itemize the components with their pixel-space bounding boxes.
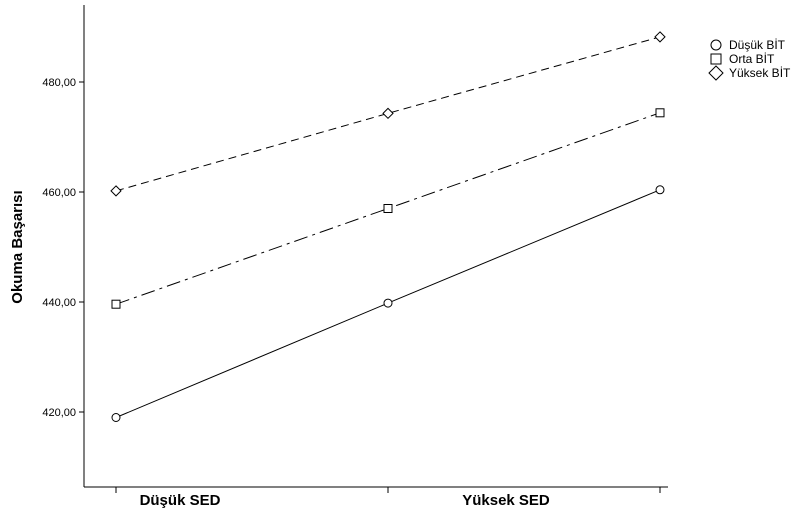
legend-marker-diamond: [708, 65, 724, 81]
data-point: [655, 185, 665, 195]
axes: 420,00 440,00 460,00 480,00 Düşük SED Yüksek …: [42, 5, 668, 509]
data-point: [111, 299, 121, 309]
series-line: [115, 112, 661, 305]
data-point: [111, 413, 121, 422]
series-line: [115, 36, 661, 192]
legend-marker-circle: [710, 39, 722, 51]
data-point: [655, 108, 665, 118]
legend-label: Yüksek BİT: [729, 66, 791, 80]
series-circle: [111, 185, 665, 422]
data-point: [654, 31, 666, 43]
data-point: [383, 298, 393, 308]
x-category-label: Yüksek SED: [462, 492, 550, 509]
legend-item: Orta BİT: [710, 52, 775, 66]
y-tick-label: 440,00: [42, 297, 76, 309]
y-tick-label: 420,00: [42, 407, 76, 419]
legend-marker-square: [710, 53, 722, 65]
y-tick-label: 480,00: [42, 77, 76, 89]
data-point: [382, 107, 394, 120]
series-layer: [110, 31, 666, 422]
series-square: [111, 108, 665, 309]
legend-label: Düşük BİT: [729, 38, 786, 52]
legend-label: Orta BİT: [729, 52, 775, 66]
y-tick-label: 460,00: [42, 187, 76, 199]
data-point: [110, 185, 122, 197]
x-category-label: Düşük SED: [140, 492, 221, 509]
data-point: [383, 204, 393, 213]
legend-item: Düşük BİT: [710, 38, 786, 52]
y-axis-label: Okuma Başarısı: [9, 190, 26, 303]
legend-item: Yüksek BİT: [708, 65, 791, 81]
series-diamond: [110, 31, 666, 197]
